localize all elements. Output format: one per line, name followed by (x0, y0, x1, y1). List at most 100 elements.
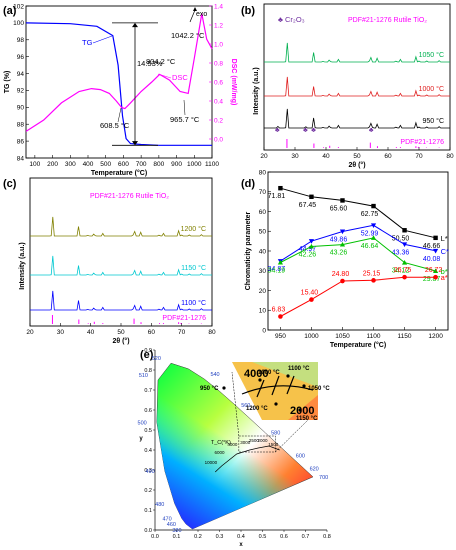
y-tick-label: 60 (259, 209, 267, 216)
sample-point (222, 386, 226, 390)
wavelength-label: 560 (241, 403, 250, 409)
data-label: 42.26 (299, 252, 317, 259)
series-name-label: C* (441, 247, 449, 256)
cct-label: 1500 (268, 442, 279, 447)
y-tick-label: 10 (259, 308, 267, 315)
series-line-b* (280, 237, 436, 272)
y-tick-label: 88 (17, 122, 25, 129)
y-tick-label: 0.1 (144, 508, 152, 514)
x-tick-label: 900 (171, 161, 182, 168)
x-tick-label: 0.8 (323, 534, 331, 540)
series-label: DSC (172, 73, 188, 82)
wavelength-label: 500 (138, 420, 147, 426)
x-tick-label: 20 (26, 329, 34, 336)
inset-cct-label: 2000 (290, 405, 314, 417)
y2-axis-label: DSC (mW/mg) (230, 59, 237, 106)
x-tick-label: 30 (57, 329, 65, 336)
series-line-950 °C (264, 108, 450, 129)
y-tick-label: 92 (17, 88, 25, 95)
data-label: 40.08 (423, 256, 441, 263)
series-label: 1150 °C (181, 264, 206, 272)
series-label: 1200 °C (181, 225, 206, 233)
data-label: 34.12 (392, 268, 410, 275)
x-tick-label: 100 (29, 161, 40, 168)
y2-tick-label: 1.0 (214, 41, 223, 48)
y2-tick-label: 1.2 (214, 22, 223, 29)
panel-d: (d) 950 1000 1050 1100 1150 1200 0 10 20 30 40 50 60 7… (241, 169, 449, 349)
x-tick-label: 1100 (367, 333, 381, 340)
arrow-head (193, 7, 197, 11)
sample-label: 1200 °C (246, 406, 268, 412)
x-tick-label: 1000 (304, 333, 319, 340)
annotation: 804.2 °C (146, 57, 176, 66)
data-point (278, 314, 283, 319)
x-tick-label: 0.0 (151, 534, 159, 540)
y-tick-label: 84 (17, 155, 25, 162)
exo-arrow (189, 9, 196, 23)
plot-frame (267, 171, 449, 331)
annotation: 608.5 °C (100, 121, 130, 130)
data-label: 50.50 (392, 235, 410, 242)
wavelength-label: 480 (155, 502, 164, 508)
data-point (402, 228, 407, 233)
x-tick-label: 1000 (187, 161, 202, 168)
planckian-locus (214, 445, 280, 473)
x-tick-label: 500 (100, 161, 111, 168)
y-tick-label: 0.5 (144, 428, 152, 434)
data-point (339, 241, 346, 247)
data-point (340, 278, 345, 284)
cr2o3-marker: ♣ (311, 127, 316, 134)
zoom-guide (275, 419, 309, 453)
x-tick-label: 800 (153, 161, 164, 168)
wavelength-label: 380 (172, 528, 181, 534)
data-point (278, 185, 283, 191)
data-point (309, 297, 314, 302)
y2-tick-label: 0.8 (214, 60, 223, 67)
data-label: 15.40 (301, 290, 319, 297)
inset-planckian (241, 385, 314, 395)
data-label: 46.66 (423, 243, 441, 250)
panel-a: (a) 100 200 300 400 500 600 700 800 900 1000 1100 84… (3, 3, 237, 177)
sample-point (286, 374, 290, 378)
legend-entry: ♣ Cr₂O₃ (278, 15, 305, 24)
series-label: PDF#21-1276 (162, 315, 206, 322)
y-tick-label: 96 (17, 54, 25, 61)
y-tick-label: 0.2 (144, 488, 152, 494)
x-tick-label: 0.1 (173, 534, 181, 540)
series-label: 1000 °C (419, 85, 444, 93)
y-tick-label: 94 (17, 71, 25, 78)
series-name-label: L* (441, 234, 448, 243)
y-tick-label: 50 (259, 229, 267, 236)
dsc-pointer (157, 73, 172, 79)
sample-label: 950 °C (200, 386, 219, 392)
x-axis-label: x (239, 542, 243, 548)
y-tick-label: 98 (17, 37, 25, 44)
wavelength-label: 470 (162, 516, 171, 522)
x-tick-label: 1200 (428, 333, 443, 340)
data-label: 44.97 (299, 246, 317, 253)
x-tick-label: 300 (65, 161, 76, 168)
data-label: 25.15 (363, 270, 381, 277)
annotation: 1042.2 °C (171, 31, 205, 40)
data-point (308, 243, 315, 249)
y-tick-label: 0.4 (144, 448, 152, 454)
y-axis-label: y (139, 436, 143, 442)
data-label: 43.36 (392, 249, 410, 256)
wavelength-label: 460 (167, 522, 176, 528)
data-label: 46.64 (361, 243, 379, 250)
y2-tick-label: 0.4 (214, 98, 223, 105)
data-point (308, 239, 315, 244)
data-point (370, 223, 377, 228)
y-tick-label: 0.9 (144, 348, 152, 354)
panel-label: (e) (140, 349, 154, 361)
y-axis-label: Intensity (a.u.) (253, 67, 260, 114)
x-tick-label: 0.5 (259, 534, 267, 540)
panel-label: (c) (3, 178, 17, 190)
y-tick-label: 0.6 (144, 408, 152, 414)
arrow-head (132, 22, 138, 28)
x-tick-label: 0.6 (280, 534, 288, 540)
x-tick-label: 50 (117, 329, 125, 336)
wavelength-label: 490 (145, 469, 154, 475)
data-point (432, 268, 439, 274)
x-tick-label: 60 (148, 329, 156, 336)
